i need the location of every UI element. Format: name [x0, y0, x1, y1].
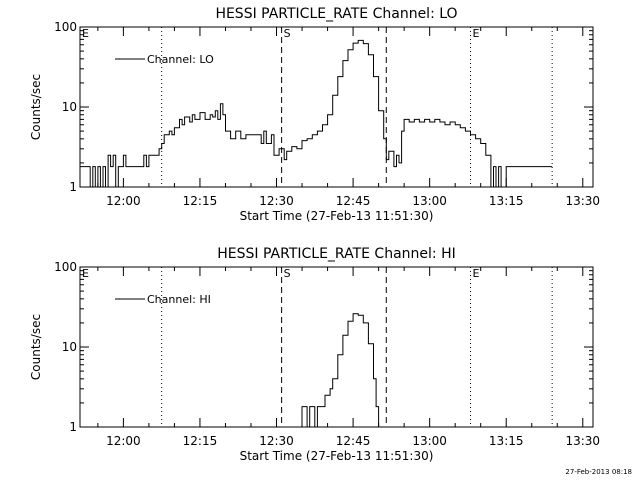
- x-tick-label: 13:00: [412, 434, 447, 448]
- y-tick-label: 1: [69, 180, 77, 194]
- y-tick-label: 1: [69, 420, 77, 434]
- marker-label: E: [472, 267, 479, 280]
- edge-marker-label: E: [82, 267, 89, 280]
- y-tick-label: 10: [62, 100, 77, 114]
- y-axis-label: Counts/sec: [29, 74, 43, 140]
- y-tick-label: 100: [54, 260, 77, 274]
- y-axis-ticks: 1 10 100: [54, 20, 593, 194]
- x-tick-label: 12:15: [183, 194, 218, 208]
- chart-title: HESSI PARTICLE_RATE Channel: LO: [215, 6, 457, 22]
- marker-label: S: [284, 267, 291, 280]
- series-line: [80, 39, 553, 188]
- plot-frame: [79, 26, 594, 188]
- x-tick-label: 12:00: [106, 194, 141, 208]
- x-tick-label: 12:30: [259, 194, 294, 208]
- y-tick-label: 10: [62, 340, 77, 354]
- legend: Channel: LO: [115, 53, 214, 66]
- marker-label: E: [472, 27, 479, 40]
- y-tick-label: 100: [54, 20, 77, 34]
- x-tick-label: 12:15: [183, 434, 218, 448]
- plot-timestamp: 27-Feb-2013 08:18: [565, 468, 632, 476]
- legend-label: Channel: LO: [147, 53, 214, 66]
- chart-panel-0: HESSI PARTICLE_RATE Channel: LO 1 10 100 Cou…: [29, 6, 600, 223]
- x-tick-label: 13:00: [412, 194, 447, 208]
- chart-panel-1: HESSI PARTICLE_RATE Channel: HI 1 10 100 Cou…: [29, 246, 600, 463]
- x-tick-label: 13:15: [489, 194, 524, 208]
- y-axis-ticks: 1 10 100: [54, 260, 593, 434]
- edge-marker-label: E: [82, 27, 89, 40]
- marker-label: S: [284, 27, 291, 40]
- series-line: [296, 313, 380, 428]
- x-tick-label: 12:45: [336, 194, 371, 208]
- x-tick-label: 13:30: [565, 194, 600, 208]
- x-axis-ticks: 12:00 12:15 12:30 12:45 13:00 13:15 13:30: [97, 27, 600, 208]
- y-axis-label: Counts/sec: [29, 314, 43, 380]
- x-axis-label: Start Time (27-Feb-13 11:51:30): [240, 449, 434, 463]
- legend-label: Channel: HI: [147, 293, 211, 306]
- legend: Channel: HI: [115, 293, 211, 306]
- x-tick-label: 12:45: [336, 434, 371, 448]
- chart-title: HESSI PARTICLE_RATE Channel: HI: [217, 246, 455, 262]
- x-tick-label: 12:00: [106, 434, 141, 448]
- x-tick-label: 13:30: [565, 434, 600, 448]
- x-axis-label: Start Time (27-Feb-13 11:51:30): [240, 209, 434, 223]
- plot-frame: [79, 266, 594, 428]
- x-tick-label: 13:15: [489, 434, 524, 448]
- x-tick-label: 12:30: [259, 434, 294, 448]
